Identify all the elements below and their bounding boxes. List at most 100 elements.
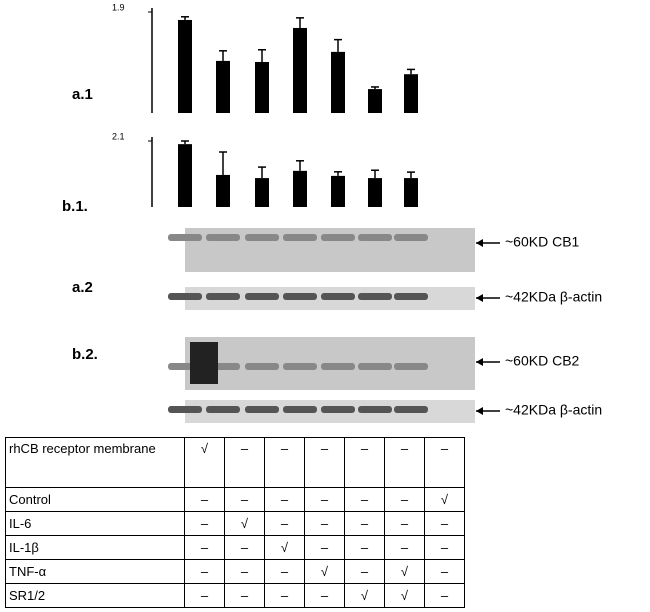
table-row: Control – – – – – – √ [5, 487, 465, 512]
row-label: SR1/2 [5, 583, 185, 608]
panel-label: a.1 [72, 86, 93, 103]
bar [216, 60, 230, 113]
blot-band [283, 406, 317, 413]
arrow-head [476, 294, 483, 302]
bar [404, 74, 418, 113]
treatment-cell: – [224, 437, 265, 488]
treatment-cell: – [424, 583, 465, 608]
bar [368, 89, 382, 113]
treatment-cell: – [304, 583, 345, 608]
arrow-head [476, 358, 483, 366]
blot-band [394, 293, 428, 300]
treatment-cell: – [264, 583, 305, 608]
treatment-cell: – [344, 511, 385, 536]
treatment-cell: – [264, 487, 305, 512]
y-tick-label: 1.9 [112, 2, 125, 12]
row-label: Control [5, 487, 185, 512]
treatment-cell: – [384, 487, 425, 512]
band-label: ~60KD CB1 [505, 234, 580, 250]
treatment-cell: – [264, 437, 305, 488]
blot-band [283, 234, 317, 241]
bar [331, 51, 345, 113]
treatment-cell: – [344, 487, 385, 512]
panel-label: b.2. [72, 346, 98, 363]
blot-band [394, 234, 428, 241]
row-label: TNF-α [5, 559, 185, 584]
treatment-cell: – [304, 437, 345, 488]
treatment-cell: √ [384, 583, 425, 608]
treatment-cell: – [224, 487, 265, 512]
treatment-cell: – [424, 437, 465, 488]
treatment-cell: – [304, 535, 345, 560]
treatment-cell: √ [304, 559, 345, 584]
treatment-cell: – [264, 511, 305, 536]
band-label: ~60KD CB2 [505, 353, 580, 369]
blot-band [394, 406, 428, 413]
treatment-cell: √ [384, 559, 425, 584]
panel-label: a.2 [72, 279, 93, 296]
blot-band [358, 363, 392, 370]
treatment-table: rhCB receptor membrane √ – – – – – – Control – – – –… [5, 437, 465, 608]
treatment-cell: √ [424, 487, 465, 512]
treatment-cell: – [344, 437, 385, 488]
blot-band [358, 293, 392, 300]
treatment-cell: √ [344, 583, 385, 608]
arrow-head [476, 239, 483, 247]
blot-band [206, 234, 240, 241]
treatment-cell: √ [224, 511, 265, 536]
blot-band [321, 293, 355, 300]
treatment-cell: – [344, 535, 385, 560]
y-tick-label: 2.1 [112, 131, 125, 141]
blot-band [394, 363, 428, 370]
treatment-cell: – [224, 559, 265, 584]
table-row: rhCB receptor membrane √ – – – – – – [5, 437, 465, 488]
treatment-cell: – [304, 511, 345, 536]
blot-band [245, 293, 279, 300]
row-label: IL-6 [5, 511, 185, 536]
treatment-cell: – [184, 559, 225, 584]
treatment-cell: – [224, 535, 265, 560]
blot-band [283, 363, 317, 370]
bar [293, 27, 307, 113]
blot-band [321, 234, 355, 241]
treatment-cell: – [184, 487, 225, 512]
treatment-cell: √ [264, 535, 305, 560]
treatment-cell: – [304, 487, 345, 512]
bar [178, 144, 192, 207]
bar [255, 61, 269, 113]
bar [216, 174, 230, 207]
blot-band [168, 234, 202, 241]
blot-band [245, 406, 279, 413]
blot-band [358, 234, 392, 241]
treatment-cell: – [424, 535, 465, 560]
treatment-cell: – [184, 511, 225, 536]
table-row: IL-6– √ – – – – – [5, 511, 465, 536]
band-label: ~42KDa β-actin [505, 289, 602, 305]
treatment-cell: – [224, 583, 265, 608]
blot-band [321, 406, 355, 413]
row-label: IL-1β [5, 535, 185, 560]
blot-smear [190, 342, 218, 384]
band-label: ~42KDa β-actin [505, 402, 602, 418]
blot-band [168, 293, 202, 300]
arrow-head [476, 407, 483, 415]
treatment-cell: – [424, 511, 465, 536]
row-label: rhCB receptor membrane [5, 437, 185, 488]
blot-band [245, 234, 279, 241]
bar [368, 178, 382, 207]
treatment-cell: – [184, 535, 225, 560]
treatment-cell: – [384, 511, 425, 536]
treatment-cell: – [424, 559, 465, 584]
blot-band [206, 406, 240, 413]
blot-band [206, 293, 240, 300]
blot-band [168, 406, 202, 413]
treatment-cell: √ [184, 437, 225, 488]
treatment-cell: – [184, 583, 225, 608]
treatment-cell: – [384, 535, 425, 560]
table-row: TNF-α – – – √ – √ – [5, 559, 465, 584]
bar [178, 19, 192, 113]
blot-band [321, 363, 355, 370]
bar [255, 178, 269, 207]
